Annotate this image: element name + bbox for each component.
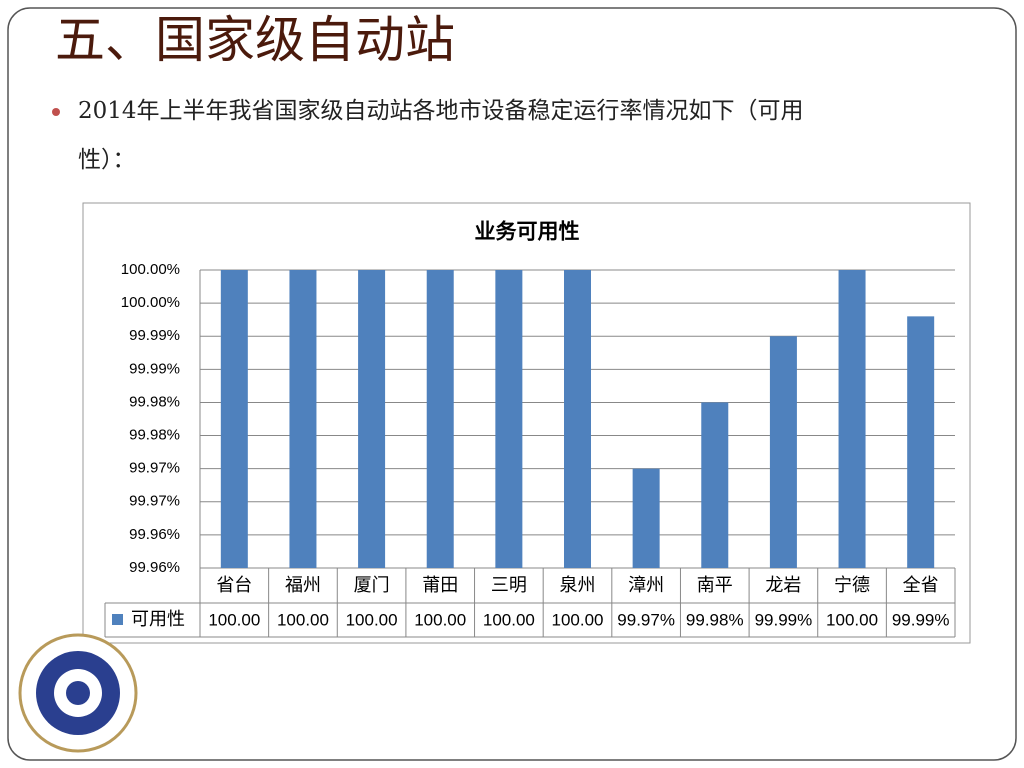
y-tick-label: 99.99% [129, 360, 180, 377]
bar [495, 270, 523, 568]
bar [907, 316, 935, 568]
data-table-value: 99.99% [755, 610, 813, 629]
x-tick-label: 莆田 [422, 575, 458, 596]
x-tick-label: 省台 [216, 575, 252, 596]
y-tick-label: 99.97% [129, 460, 180, 477]
data-table-value: 100.00 [414, 610, 466, 629]
bar [564, 270, 591, 568]
data-table-value: 99.99% [892, 610, 950, 629]
logo [18, 633, 138, 753]
x-tick-label: 泉州 [560, 575, 596, 596]
bar [632, 468, 660, 568]
bullet-text: 性）： [78, 147, 136, 173]
y-tick-label: 99.97% [129, 493, 180, 510]
y-tick-label: 99.96% [129, 559, 180, 576]
bar [358, 270, 386, 568]
bar [220, 270, 248, 568]
data-table-value: 100.00 [552, 610, 604, 629]
legend-swatch [112, 614, 123, 625]
bar [701, 402, 729, 568]
slide-title: 五、国家级自动站 [55, 11, 455, 69]
data-table-value: 100.00 [826, 610, 878, 629]
legend-label: 可用性 [131, 609, 185, 630]
bullet-text: 2014年上半年我省国家级自动站各地市设备稳定运行率情况如下（可用 [78, 98, 804, 124]
x-tick-label: 南平 [697, 575, 733, 596]
x-tick-label: 全省 [903, 575, 939, 596]
data-table-value: 99.98% [686, 610, 744, 629]
y-tick-label: 99.96% [129, 526, 180, 543]
y-tick-label: 100.00% [121, 294, 180, 311]
y-tick-label: 100.00% [121, 261, 180, 278]
y-tick-label: 99.98% [129, 427, 180, 444]
data-table-value: 100.00 [277, 610, 329, 629]
bar [838, 270, 866, 568]
x-tick-label: 三明 [491, 575, 527, 596]
x-tick-label: 宁德 [834, 575, 870, 596]
bar [769, 336, 797, 568]
bar [289, 270, 317, 568]
data-table-value: 100.00 [346, 610, 398, 629]
bar [426, 270, 454, 568]
x-tick-label: 龙岩 [765, 575, 801, 596]
y-tick-label: 99.98% [129, 393, 180, 410]
x-tick-label: 漳州 [628, 575, 664, 596]
chart-title: 业务可用性 [475, 220, 580, 244]
data-table-value: 100.00 [483, 610, 535, 629]
x-tick-label: 厦门 [354, 575, 390, 596]
data-table-value: 99.97% [617, 610, 675, 629]
x-tick-label: 福州 [285, 575, 321, 596]
bullet-dot [52, 108, 60, 116]
y-tick-label: 99.99% [129, 327, 180, 344]
data-table-value: 100.00 [208, 610, 260, 629]
